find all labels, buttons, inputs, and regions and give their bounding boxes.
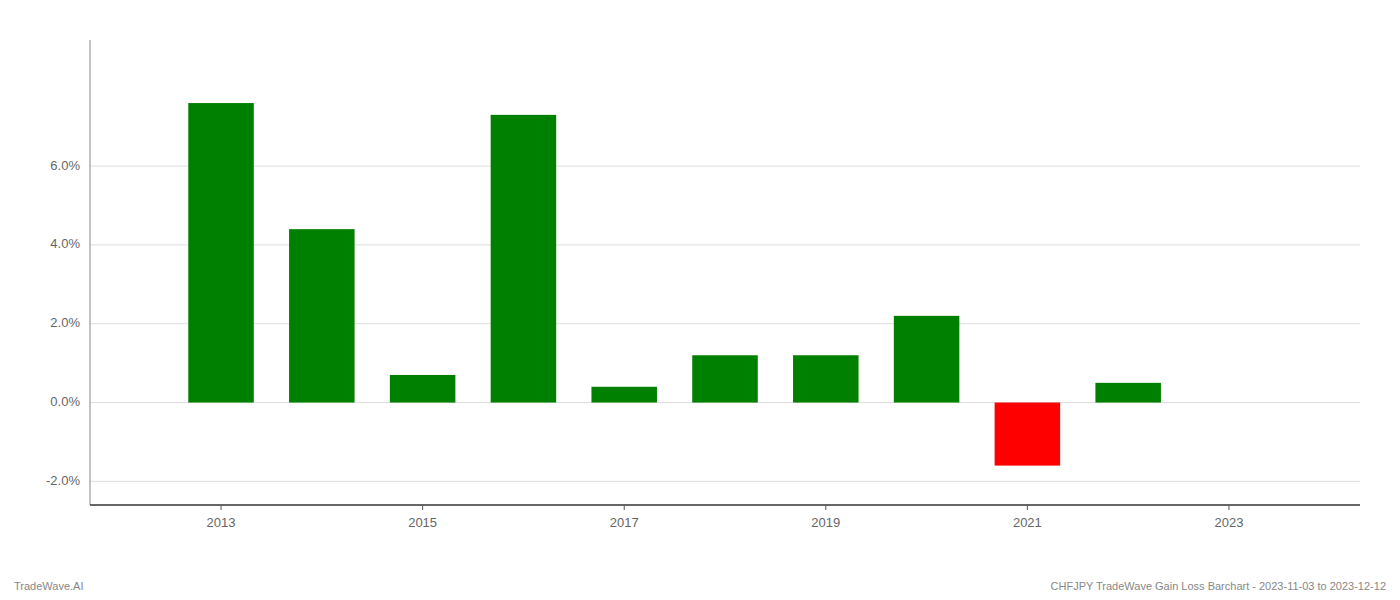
- y-tick-label: 6.0%: [50, 158, 80, 173]
- bar: [894, 316, 960, 403]
- footer-text: TradeWave.AI: [14, 580, 84, 592]
- x-tick-label: 2019: [811, 515, 840, 530]
- x-tick: [825, 505, 826, 510]
- bar: [793, 355, 859, 402]
- bar: [289, 229, 355, 402]
- bar: [491, 115, 557, 403]
- footer: TradeWave.AI CHFJPY TradeWave Gain Loss B…: [14, 580, 1386, 592]
- y-tick-label: -2.0%: [46, 473, 80, 488]
- bar: [1095, 383, 1161, 403]
- grid-line: [90, 166, 1360, 167]
- x-tick-label: 2017: [610, 515, 639, 530]
- y-tick-label: 4.0%: [50, 236, 80, 251]
- x-tick-label: 2015: [408, 515, 437, 530]
- y-axis-line: [90, 40, 91, 505]
- x-tick: [624, 505, 625, 510]
- background: [0, 0, 1400, 600]
- footer-text: CHFJPY TradeWave Gain Loss Barchart - 20…: [1051, 580, 1386, 592]
- bar: [995, 403, 1061, 466]
- bar: [591, 387, 657, 403]
- grid-line: [90, 244, 1360, 245]
- bar: [692, 355, 758, 402]
- x-tick: [221, 505, 222, 510]
- x-tick-label: 2013: [207, 515, 236, 530]
- x-tick: [1027, 505, 1028, 510]
- y-grid: [90, 166, 1360, 481]
- x-tick: [1228, 505, 1229, 510]
- x-tick-label: 2023: [1215, 515, 1244, 530]
- bars: [188, 103, 1161, 466]
- x-ticks: 2013 2015 2017 2019 2021 2023: [207, 505, 1244, 530]
- y-tick-label: 2.0%: [50, 315, 80, 330]
- x-tick: [422, 505, 423, 510]
- x-tick-label: 2021: [1013, 515, 1042, 530]
- chart: -2.0% 0.0% 2.0% 4.0% 6.0% 2013 2015 2017 2019 202…: [0, 0, 1400, 600]
- y-tick-labels: -2.0% 0.0% 2.0% 4.0% 6.0%: [46, 158, 80, 488]
- grid-line: [90, 481, 1360, 482]
- bar: [390, 375, 456, 403]
- x-axis-line: [90, 504, 1360, 506]
- bar: [188, 103, 254, 402]
- y-tick-label: 0.0%: [50, 394, 80, 409]
- grid-line: [90, 323, 1360, 324]
